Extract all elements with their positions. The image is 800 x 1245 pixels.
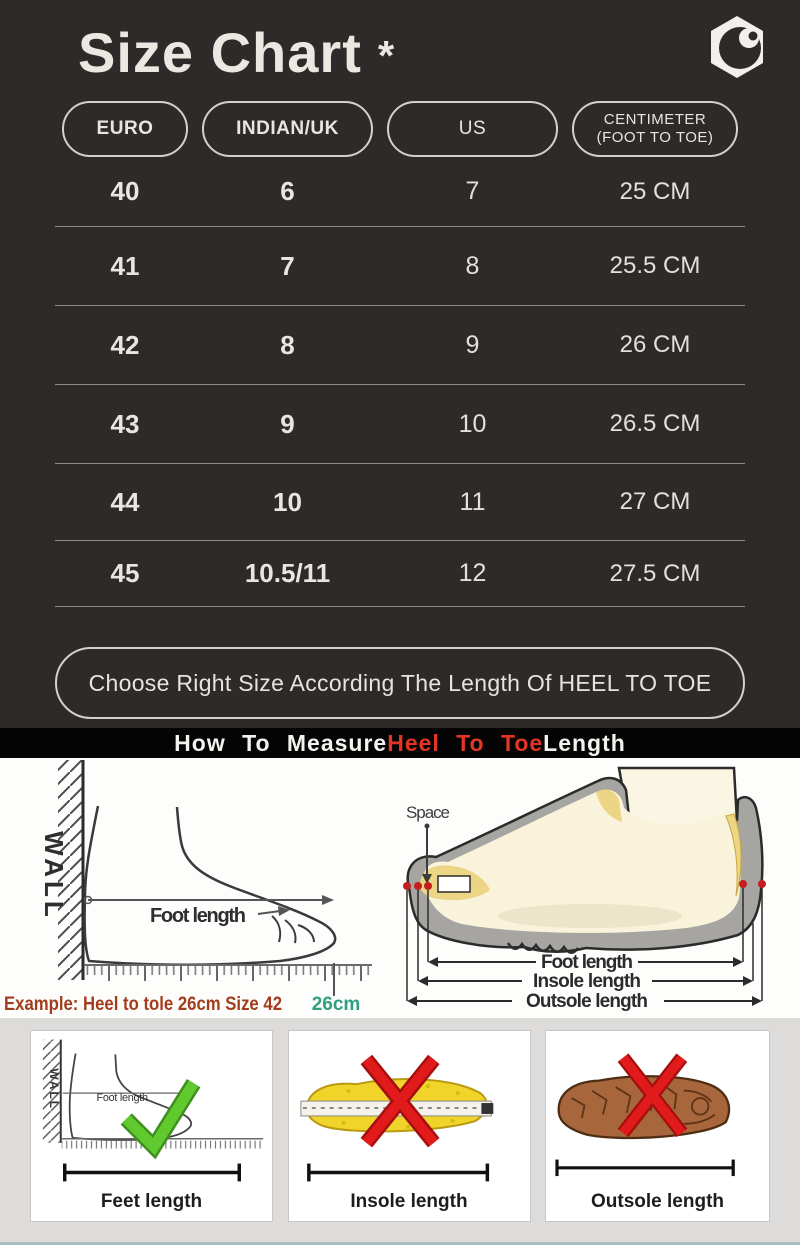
wall-label: WALL — [39, 831, 69, 921]
example-text: Example: Heel to tole 26cm Size 42 — [4, 994, 282, 1015]
cell-cm: 27.5 CM — [609, 559, 701, 587]
table-row: 41 7 8 25.5 CM — [55, 227, 745, 306]
shoe-foot-length-label: Foot length — [541, 952, 633, 973]
table-header-row: EURO INDIAN/UK US CENTIMETER (FOOT TO TO… — [55, 101, 745, 157]
cell-indian-uk: 7 — [280, 250, 295, 281]
measurement-method-panels: WALL Foot length Feet length — [0, 1018, 800, 1245]
foot-against-wall-diagram: WALL Foot length Example: Heel to tole 2… — [4, 760, 372, 1015]
cell-us: 9 — [465, 330, 480, 359]
cell-euro: 44 — [110, 486, 140, 517]
column-header-centimeter: CENTIMETER (FOOT TO TOE) — [572, 101, 738, 157]
tread-zigzag — [506, 941, 580, 954]
size-chart-section: Size Chart * EURO INDIAN/UK US CENTIMETE… — [0, 0, 800, 728]
insole-length-diagram — [299, 1054, 493, 1182]
floor-ruler — [84, 963, 372, 996]
bracket — [555, 1159, 735, 1177]
cell-euro: 40 — [110, 176, 140, 206]
cell-us: 11 — [459, 487, 486, 516]
asterisk-mark: * — [377, 31, 395, 79]
size-advice-banner: Choose Right Size According The Length O… — [55, 647, 745, 719]
table-row: 45 10.5/11 12 27.5 CM — [55, 541, 745, 607]
bracket — [62, 1163, 242, 1182]
mini-wall-hatch — [42, 1039, 60, 1143]
cell-euro: 45 — [110, 558, 140, 588]
measurement-points — [403, 880, 766, 890]
cell-indian-uk: 9 — [280, 408, 295, 439]
outsole-length-panel: Outsole length — [545, 1030, 770, 1222]
cell-us: 10 — [458, 409, 487, 438]
size-chart-table: EURO INDIAN/UK US CENTIMETER (FOOT TO TO… — [55, 101, 745, 607]
mini-foot-length-label: Foot length — [96, 1092, 148, 1104]
measurement-value: 26cm — [312, 994, 361, 1015]
heel-to-toe-highlight: Heel To Toe — [387, 729, 544, 756]
space-notch — [437, 875, 471, 893]
measure-diagrams: WALL Foot length Example: Heel to tole 2… — [0, 758, 800, 1018]
foot-outline — [83, 805, 337, 966]
cell-indian-uk: 6 — [280, 176, 295, 206]
cell-us: 7 — [465, 177, 480, 205]
cell-cm: 27 CM — [619, 488, 691, 515]
shoe-insole-length-label: Insole length — [533, 971, 641, 992]
space-annotation: Space — [406, 803, 450, 884]
cross-icon — [617, 1053, 688, 1138]
table-row: 42 8 9 26 CM — [55, 306, 745, 385]
cell-indian-uk: 10.5/11 — [244, 558, 331, 588]
outsole-length-diagram — [555, 1053, 735, 1177]
space-label: Space — [406, 803, 450, 822]
shoe-cross-section-diagram: Space — [403, 766, 766, 1012]
page-title: Size Chart — [78, 21, 362, 84]
cell-cm: 26 CM — [619, 331, 691, 358]
cell-us: 8 — [465, 251, 480, 280]
foot-length-label: Foot length — [150, 905, 246, 927]
cell-cm: 25 CM — [619, 177, 691, 205]
cell-euro: 42 — [110, 329, 140, 360]
feet-length-label: Feet length — [100, 1191, 203, 1212]
mini-wall-label: WALL — [47, 1068, 61, 1110]
check-icon — [120, 1079, 201, 1160]
dimension-lines — [406, 888, 763, 1006]
cell-indian-uk: 10 — [273, 486, 302, 517]
cell-cm: 26.5 CM — [609, 410, 701, 437]
mini-foot-outline — [68, 1053, 193, 1141]
cross-icon — [360, 1054, 440, 1148]
title-row: Size Chart * — [0, 0, 800, 85]
insole-length-label: Insole length — [350, 1191, 468, 1212]
foot-length-arrow: Foot length — [83, 895, 334, 927]
cell-us: 12 — [458, 559, 487, 587]
cell-cm: 25.5 CM — [609, 252, 701, 279]
column-header-euro: EURO — [62, 101, 188, 157]
table-row: 43 9 10 26.5 CM — [55, 385, 745, 464]
table-row: 40 6 7 25 CM — [55, 157, 745, 227]
feet-length-diagram: WALL Foot length — [42, 1039, 264, 1182]
column-header-indian-uk: INDIAN/UK — [202, 101, 373, 157]
column-header-us: US — [387, 101, 558, 157]
insole-length-panel: Insole length — [287, 1030, 531, 1222]
shoe-outsole-length-label: Outsole length — [526, 991, 648, 1012]
cell-euro: 43 — [110, 408, 140, 439]
wall: WALL — [39, 760, 85, 980]
bracket — [306, 1163, 489, 1182]
foot-inside-shoe — [423, 789, 741, 933]
outsole-length-label: Outsole length — [591, 1191, 724, 1212]
cell-indian-uk: 8 — [280, 329, 295, 360]
cell-euro: 41 — [110, 250, 140, 281]
table-row: 44 10 11 27 CM — [55, 464, 745, 541]
shoe-shell — [406, 776, 764, 954]
feet-length-panel: WALL Foot length Feet length — [30, 1030, 273, 1222]
brand-logo-icon — [711, 16, 763, 78]
how-to-measure-header: How To Measure Heel To Toe Length — [0, 728, 800, 758]
